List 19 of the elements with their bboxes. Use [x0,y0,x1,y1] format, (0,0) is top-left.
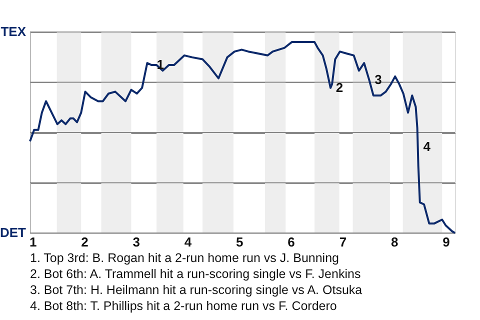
x-tick-label: 4 [184,234,192,250]
x-tick-label: 6 [288,234,295,250]
annotation: 3 [374,72,382,88]
annotation: 2 [336,80,344,95]
annotation: 4 [423,139,432,154]
text: 3. Bot 7th: H. Heilmann hit a run-scoring single vs A. Otsuka [30,283,362,297]
x-tick-label: 3 [132,234,140,250]
x-tick-label: 1 [29,234,37,250]
x-tick-label: 5 [236,234,244,250]
x-tick-label: 8 [390,234,398,250]
annotation: 1 [156,56,164,72]
text: DET [0,225,26,240]
text: TEX [0,24,26,39]
x-tick-label: 7 [339,234,347,250]
text: 2. Bot 6th: A. Trammell hit a run-scoring single vs F. Jenkins [30,267,361,281]
text: 4. Bot 8th: T. Phillips hit a 2-run home run vs F. Cordero [30,299,337,313]
x-tick-label: 2 [81,234,88,250]
text: 1. Top 3rd: B. Rogan hit a 2-run home run vs J. Bunning [30,251,340,265]
x-tick-label: 9 [442,234,450,250]
